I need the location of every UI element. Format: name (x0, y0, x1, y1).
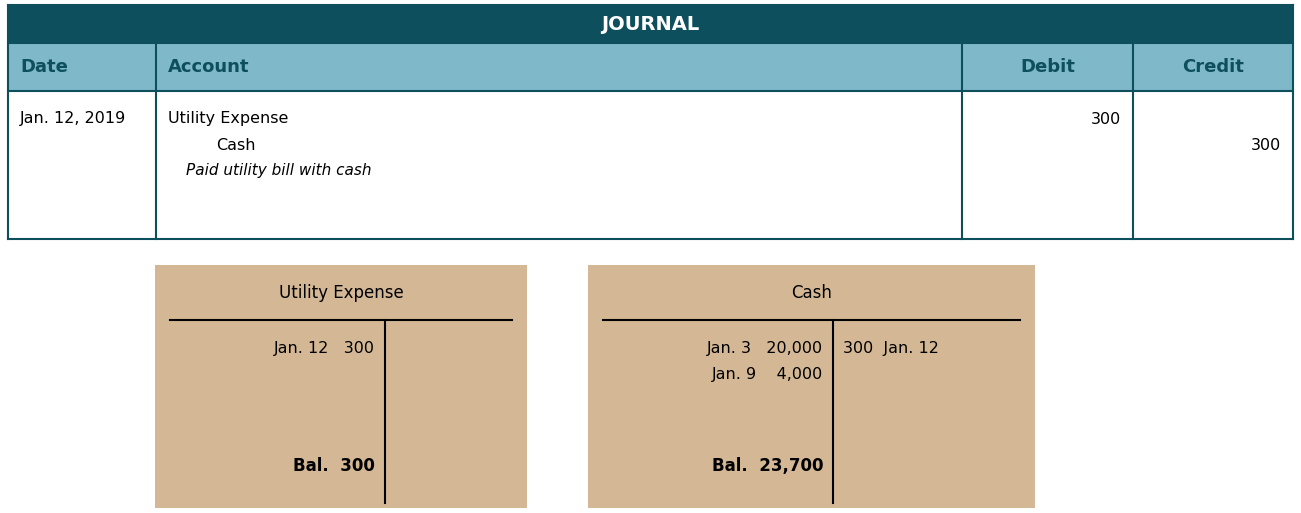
Text: Jan. 9    4,000: Jan. 9 4,000 (712, 366, 824, 382)
Text: Credit: Credit (1183, 58, 1244, 76)
Text: Account: Account (168, 58, 250, 76)
Text: Jan. 12   300: Jan. 12 300 (275, 341, 375, 356)
Bar (8, 5, 1293, 43)
Text: Bal.  300: Bal. 300 (293, 457, 375, 475)
Bar (155, 265, 527, 508)
Text: Date: Date (20, 58, 68, 76)
Text: Jan. 12, 2019: Jan. 12, 2019 (20, 111, 126, 127)
Bar (588, 265, 1036, 508)
Text: Debit: Debit (1020, 58, 1075, 76)
Text: Jan. 3   20,000: Jan. 3 20,000 (706, 341, 824, 356)
Bar (8, 91, 1293, 239)
Text: Bal.  23,700: Bal. 23,700 (712, 457, 824, 475)
Text: Paid utility bill with cash: Paid utility bill with cash (186, 164, 372, 179)
Text: 300: 300 (1250, 137, 1281, 152)
Bar (8, 43, 1293, 91)
Text: Utility Expense: Utility Expense (168, 111, 289, 127)
Text: Cash: Cash (791, 284, 831, 302)
Text: 300  Jan. 12: 300 Jan. 12 (843, 341, 939, 356)
Text: Cash: Cash (216, 137, 255, 152)
Text: Utility Expense: Utility Expense (278, 284, 403, 302)
Text: JOURNAL: JOURNAL (601, 14, 700, 33)
Text: 300: 300 (1090, 111, 1121, 127)
